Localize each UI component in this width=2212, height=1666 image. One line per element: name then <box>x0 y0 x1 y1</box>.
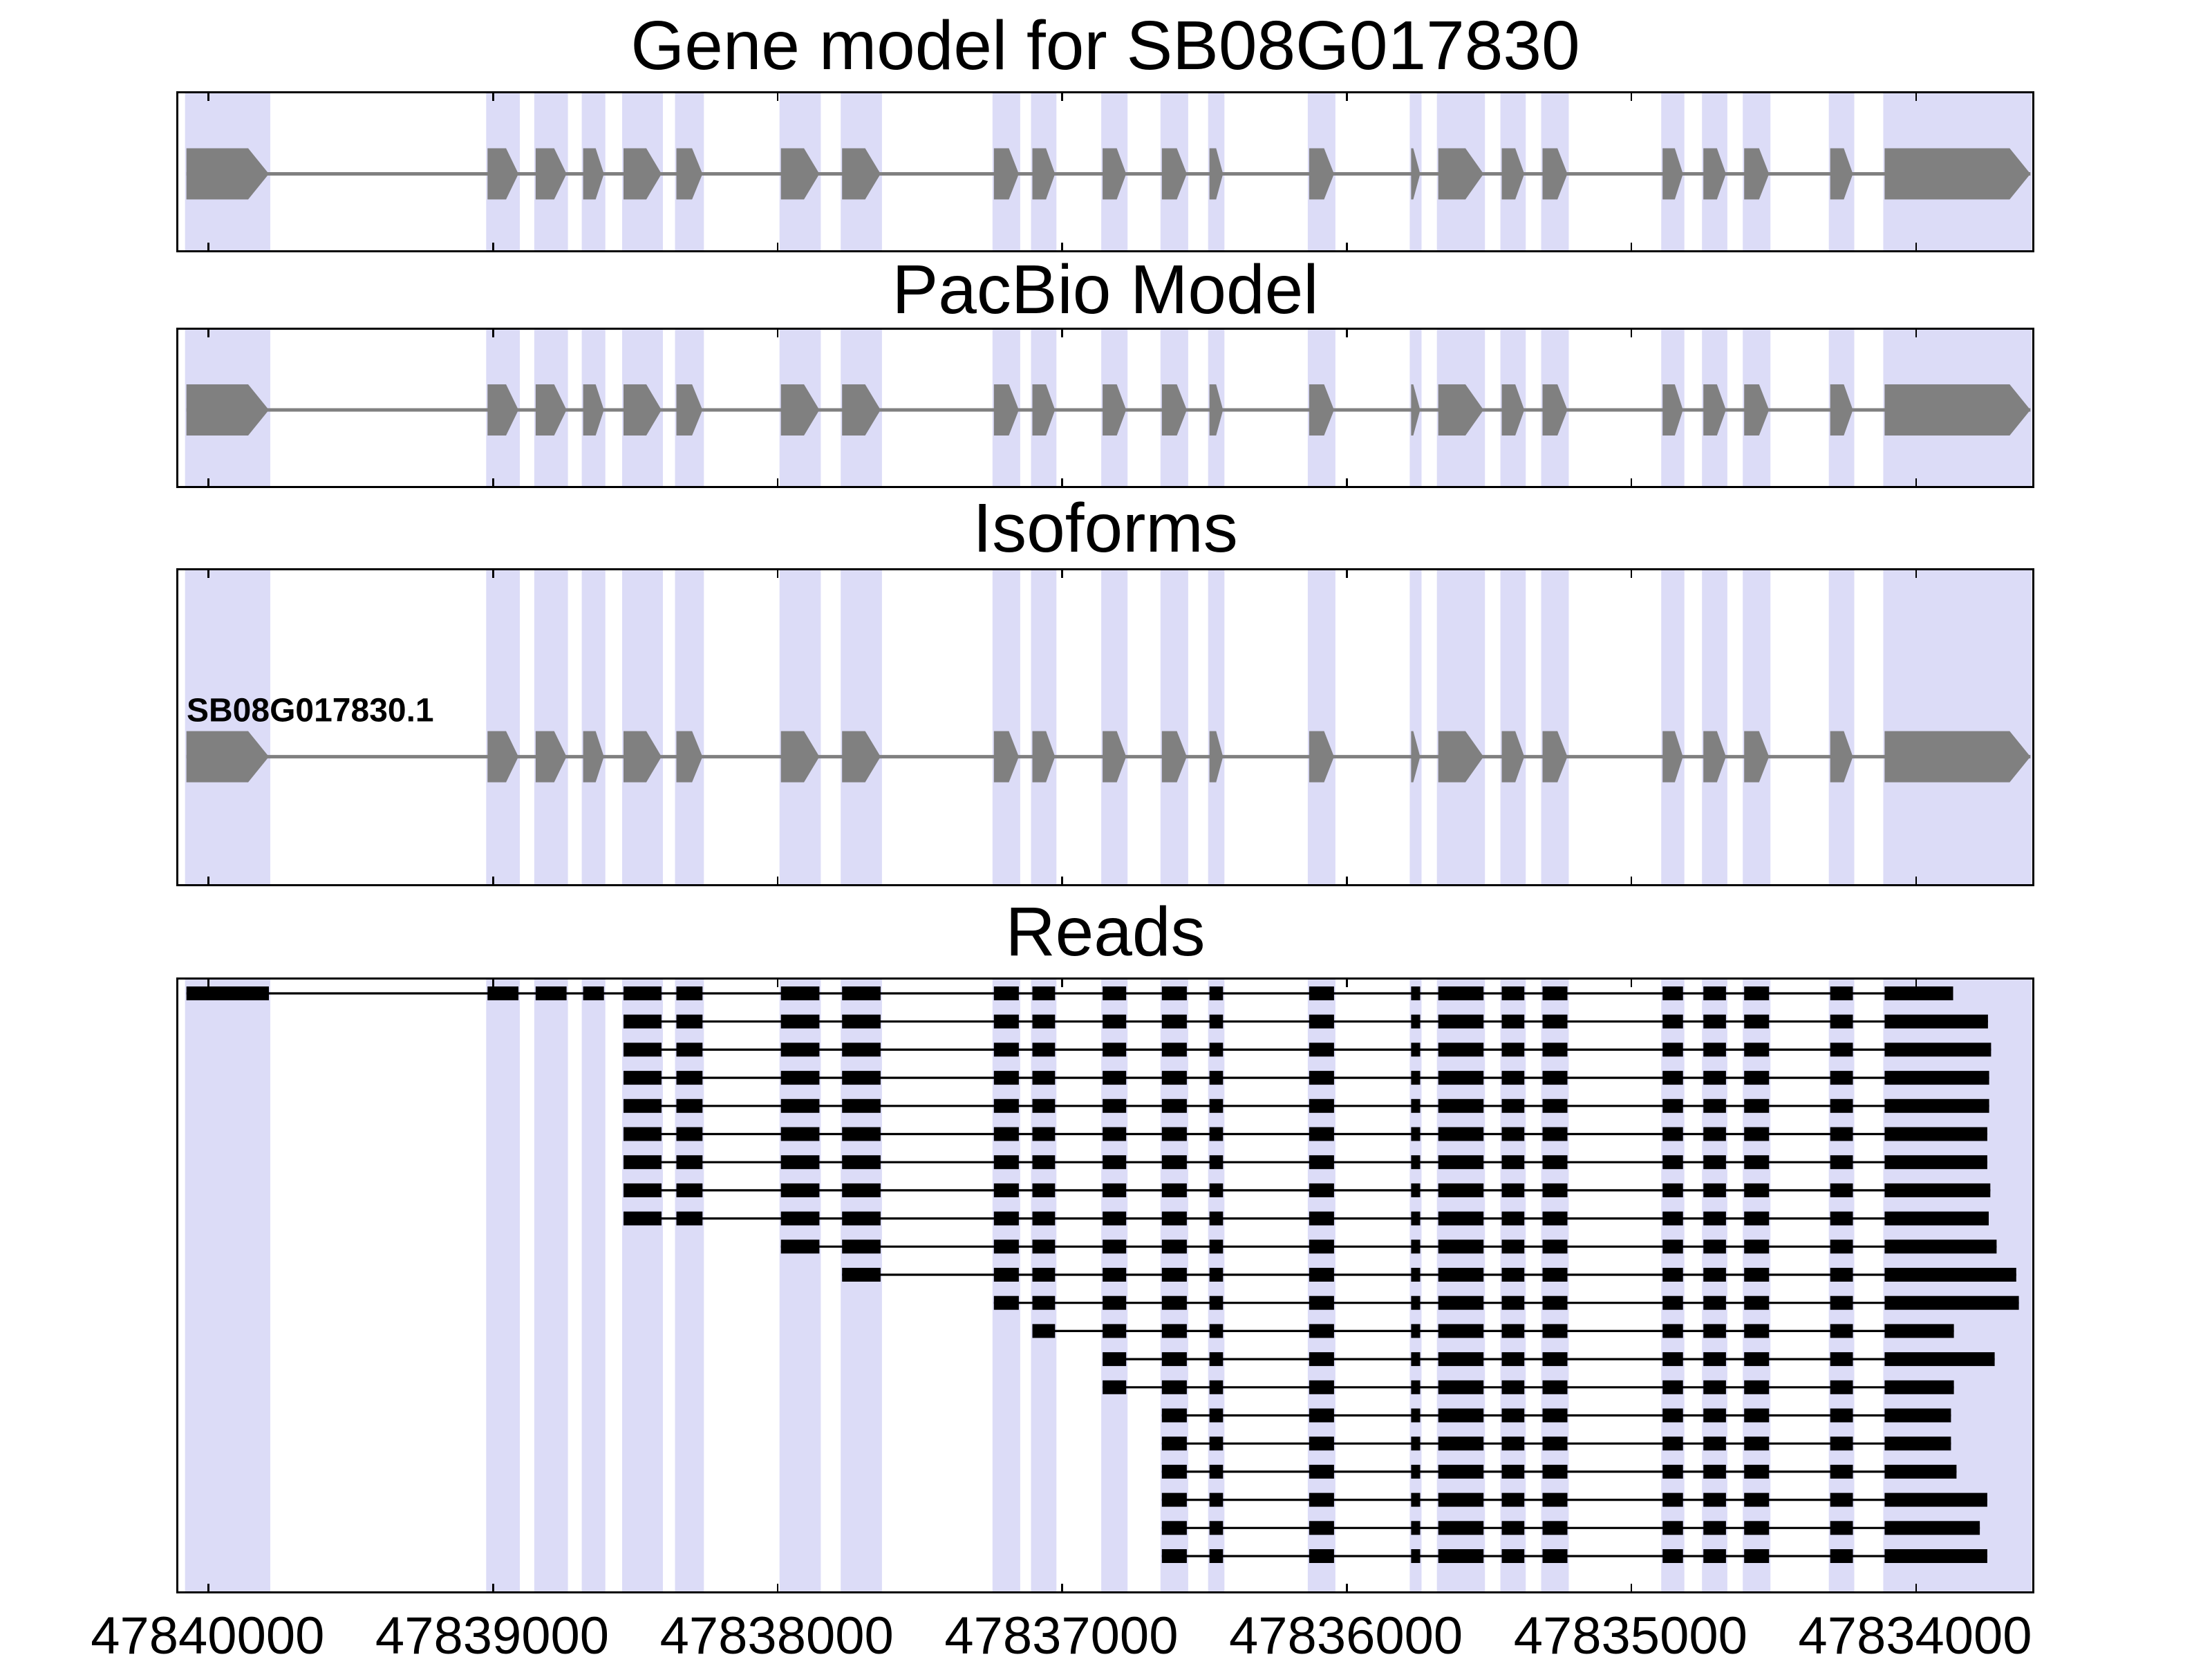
svg-text:SB08G017830.1: SB08G017830.1 <box>187 693 434 729</box>
